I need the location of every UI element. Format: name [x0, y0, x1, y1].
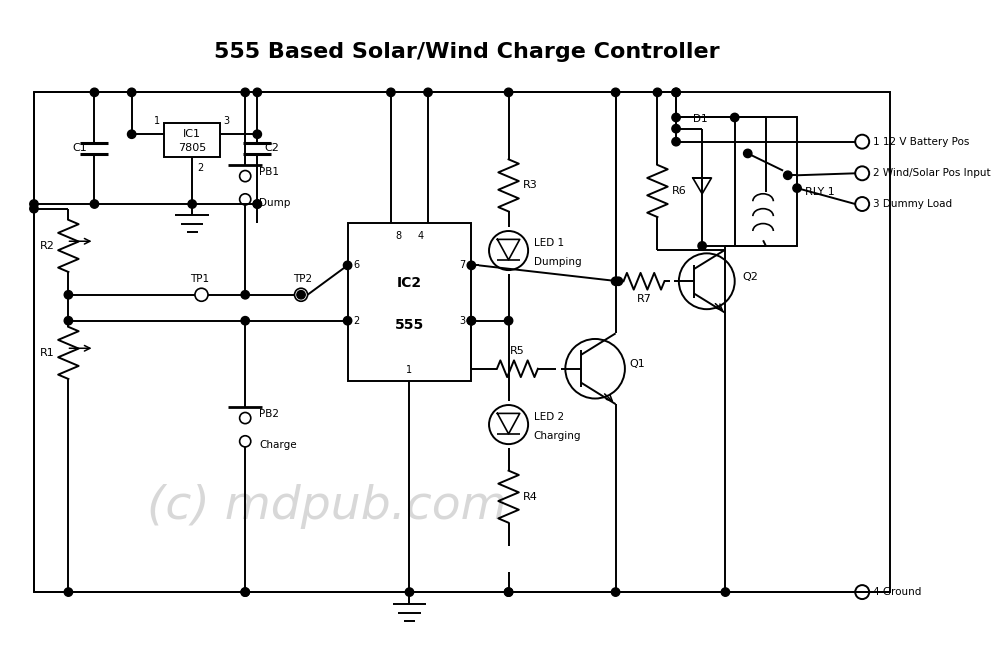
Text: 3: 3: [460, 316, 466, 326]
Bar: [735, 118, 797, 246]
Circle shape: [467, 317, 476, 325]
Circle shape: [90, 200, 99, 208]
Circle shape: [793, 184, 801, 192]
Text: 1 12 V Battery Pos: 1 12 V Battery Pos: [873, 136, 970, 147]
Text: R4: R4: [523, 491, 537, 502]
Circle shape: [614, 277, 623, 285]
Text: 6: 6: [353, 261, 359, 270]
Text: 2: 2: [353, 316, 359, 326]
Text: Charge: Charge: [259, 440, 297, 450]
Text: 7805: 7805: [178, 143, 206, 153]
Circle shape: [241, 88, 249, 97]
Circle shape: [672, 113, 680, 122]
Circle shape: [504, 88, 513, 97]
Circle shape: [653, 88, 662, 97]
Circle shape: [253, 130, 261, 138]
Text: R1: R1: [40, 348, 54, 358]
Circle shape: [343, 261, 352, 270]
Circle shape: [297, 291, 305, 299]
Text: 555 Based Solar/Wind Charge Controller: 555 Based Solar/Wind Charge Controller: [214, 42, 720, 62]
Text: (c) mdpub.com: (c) mdpub.com: [147, 484, 507, 529]
Circle shape: [467, 261, 476, 270]
Text: PB2: PB2: [259, 410, 279, 419]
Circle shape: [672, 88, 680, 97]
Circle shape: [784, 171, 792, 179]
Circle shape: [672, 138, 680, 146]
Circle shape: [611, 588, 620, 596]
Circle shape: [424, 88, 432, 97]
Circle shape: [127, 130, 136, 138]
Circle shape: [611, 88, 620, 97]
Circle shape: [241, 291, 249, 299]
Text: R7: R7: [637, 294, 651, 304]
Text: R5: R5: [510, 346, 525, 356]
Text: IC1: IC1: [183, 129, 201, 139]
Text: C1: C1: [72, 143, 87, 153]
Text: R3: R3: [523, 181, 537, 190]
Circle shape: [253, 200, 261, 208]
Text: Dump: Dump: [259, 198, 291, 208]
Circle shape: [188, 200, 196, 208]
Circle shape: [30, 205, 38, 213]
Circle shape: [241, 317, 249, 325]
Text: C2: C2: [265, 143, 280, 153]
Text: RLY 1: RLY 1: [805, 187, 834, 197]
Text: 7: 7: [460, 261, 466, 270]
Text: LED 2: LED 2: [534, 412, 564, 422]
Text: Q1: Q1: [630, 359, 645, 369]
Bar: [164, 123, 220, 157]
Text: 1: 1: [153, 116, 160, 126]
Circle shape: [253, 88, 261, 97]
Circle shape: [504, 588, 513, 596]
Circle shape: [90, 88, 99, 97]
Text: 4 Ground: 4 Ground: [873, 587, 922, 597]
Text: TP1: TP1: [190, 274, 209, 284]
Circle shape: [241, 588, 249, 596]
Circle shape: [672, 88, 680, 97]
Circle shape: [405, 588, 414, 596]
Circle shape: [253, 200, 261, 208]
Text: LED 1: LED 1: [534, 238, 564, 248]
Text: PB1: PB1: [259, 168, 279, 177]
Circle shape: [504, 588, 513, 596]
Text: 3: 3: [224, 116, 230, 126]
Circle shape: [64, 317, 73, 325]
Circle shape: [504, 317, 513, 325]
Text: D1: D1: [693, 114, 708, 124]
Bar: [348, 223, 471, 381]
Text: 4: 4: [417, 231, 423, 241]
Circle shape: [127, 88, 136, 97]
Circle shape: [721, 588, 730, 596]
Text: R6: R6: [671, 186, 686, 196]
Text: Q2: Q2: [742, 272, 758, 281]
Circle shape: [241, 588, 249, 596]
Text: 3 Dummy Load: 3 Dummy Load: [873, 199, 952, 209]
Text: R2: R2: [40, 241, 54, 251]
Circle shape: [343, 317, 352, 325]
Text: IC2: IC2: [397, 276, 422, 290]
Circle shape: [744, 150, 752, 157]
Circle shape: [611, 277, 620, 285]
Text: Charging: Charging: [534, 431, 581, 441]
Text: 2 Wind/Solar Pos Input: 2 Wind/Solar Pos Input: [873, 168, 991, 178]
Circle shape: [731, 113, 739, 122]
Circle shape: [672, 124, 680, 133]
Text: 2: 2: [197, 163, 203, 173]
Text: TP2: TP2: [293, 274, 312, 284]
Bar: [34, 92, 890, 592]
Circle shape: [698, 242, 706, 250]
Circle shape: [30, 200, 38, 208]
Circle shape: [64, 291, 73, 299]
Text: 8: 8: [396, 231, 402, 241]
Text: Dumping: Dumping: [534, 257, 581, 266]
Circle shape: [467, 317, 476, 325]
Circle shape: [64, 588, 73, 596]
Text: 1: 1: [406, 365, 413, 375]
Text: 555: 555: [395, 318, 424, 332]
Circle shape: [387, 88, 395, 97]
